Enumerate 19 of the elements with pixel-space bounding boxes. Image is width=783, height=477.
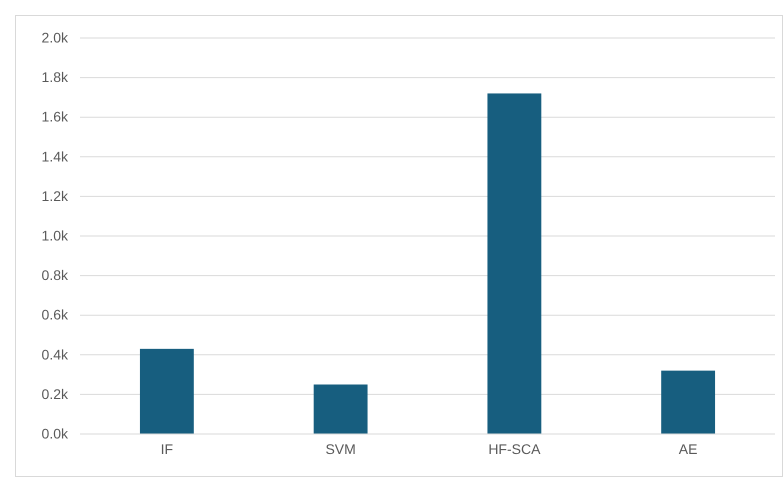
y-tick-label: 1.4k	[42, 148, 69, 164]
bar	[314, 384, 368, 434]
x-tick-label: HF-SCA	[488, 440, 542, 457]
y-tick-label: 0.8k	[42, 267, 69, 284]
y-tick-label: 0.4k	[42, 346, 69, 362]
y-tick-label: 1.8k	[42, 69, 69, 86]
y-tick-label: 2.0k	[42, 29, 69, 46]
bar	[661, 370, 716, 434]
y-tick-label: 0.6k	[42, 306, 69, 323]
bar	[140, 348, 194, 434]
y-tick-label: 0.2k	[42, 386, 69, 402]
x-tick-label: SVM	[325, 440, 356, 457]
y-tick-label: 0.0k	[42, 425, 69, 442]
x-tick-label: AE	[678, 440, 698, 457]
y-tick-label: 1.6k	[42, 108, 69, 125]
y-tick-label: 1.2k	[42, 188, 69, 204]
bar	[487, 93, 542, 434]
y-tick-label: 1.0k	[42, 227, 69, 244]
x-tick-label: IF	[160, 440, 174, 457]
